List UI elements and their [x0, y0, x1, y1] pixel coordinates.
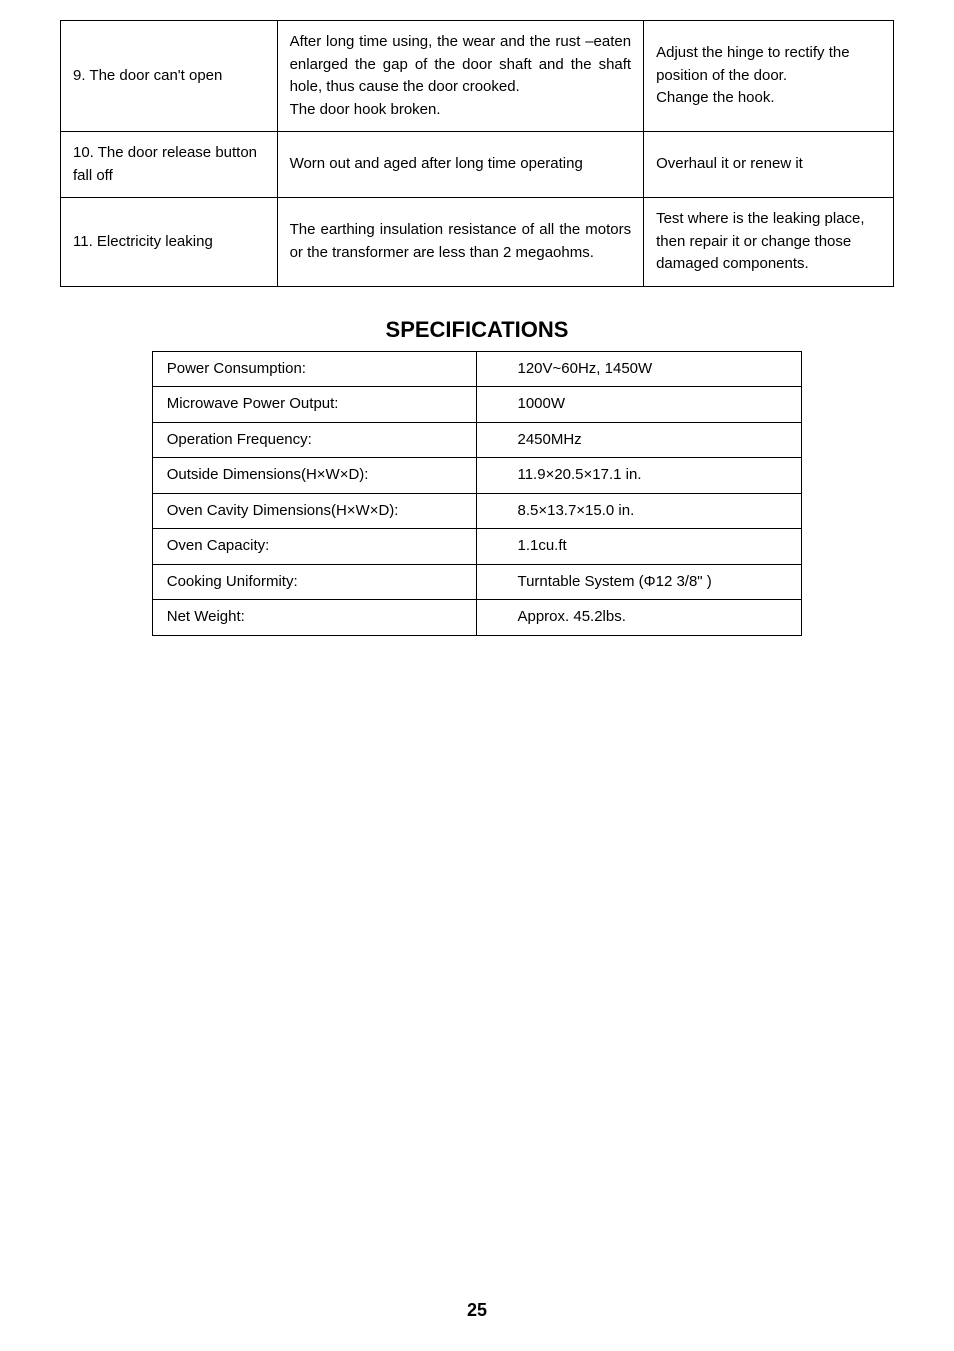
spec-value: 11.9×20.5×17.1 in. [477, 458, 802, 494]
specifications-title: SPECIFICATIONS [60, 317, 894, 343]
table-row: Oven Cavity Dimensions(H×W×D): 8.5×13.7×… [152, 493, 802, 529]
solution-cell: Overhaul it or renew it [644, 132, 894, 198]
solution-cell: Adjust the hinge to rectify the position… [644, 21, 894, 132]
spec-label: Oven Capacity: [152, 529, 477, 565]
table-row: Cooking Uniformity: Turntable System (Φ1… [152, 564, 802, 600]
spec-label: Cooking Uniformity: [152, 564, 477, 600]
spec-value: 8.5×13.7×15.0 in. [477, 493, 802, 529]
table-row: Microwave Power Output: 1000W [152, 387, 802, 423]
spec-label: Outside Dimensions(H×W×D): [152, 458, 477, 494]
spec-value: 120V~60Hz, 1450W [477, 351, 802, 387]
table-row: Outside Dimensions(H×W×D): 11.9×20.5×17.… [152, 458, 802, 494]
specifications-table: Power Consumption: 120V~60Hz, 1450W Micr… [152, 351, 803, 636]
cause-cell: The earthing insulation resistance of al… [277, 198, 644, 287]
table-row: 10. The door release button fall off Wor… [61, 132, 894, 198]
cause-cell: Worn out and aged after long time operat… [277, 132, 644, 198]
table-row: Net Weight: Approx. 45.2lbs. [152, 600, 802, 636]
spec-label: Oven Cavity Dimensions(H×W×D): [152, 493, 477, 529]
table-row: Oven Capacity: 1.1cu.ft [152, 529, 802, 565]
spec-label: Power Consumption: [152, 351, 477, 387]
cause-cell: After long time using, the wear and the … [277, 21, 644, 132]
table-row: 9. The door can't open After long time u… [61, 21, 894, 132]
page-number: 25 [0, 1300, 954, 1321]
table-row: 11. Electricity leaking The earthing ins… [61, 198, 894, 287]
spec-value: 1.1cu.ft [477, 529, 802, 565]
table-row: Power Consumption: 120V~60Hz, 1450W [152, 351, 802, 387]
solution-cell: Test where is the leaking place, then re… [644, 198, 894, 287]
table-row: Operation Frequency: 2450MHz [152, 422, 802, 458]
spec-value: Turntable System (Φ12 3/8" ) [477, 564, 802, 600]
spec-value: Approx. 45.2lbs. [477, 600, 802, 636]
spec-value: 2450MHz [477, 422, 802, 458]
spec-label: Net Weight: [152, 600, 477, 636]
spec-label: Operation Frequency: [152, 422, 477, 458]
problem-cell: 9. The door can't open [61, 21, 278, 132]
spec-value: 1000W [477, 387, 802, 423]
spec-label: Microwave Power Output: [152, 387, 477, 423]
problem-cell: 11. Electricity leaking [61, 198, 278, 287]
problem-cell: 10. The door release button fall off [61, 132, 278, 198]
troubleshooting-table: 9. The door can't open After long time u… [60, 20, 894, 287]
